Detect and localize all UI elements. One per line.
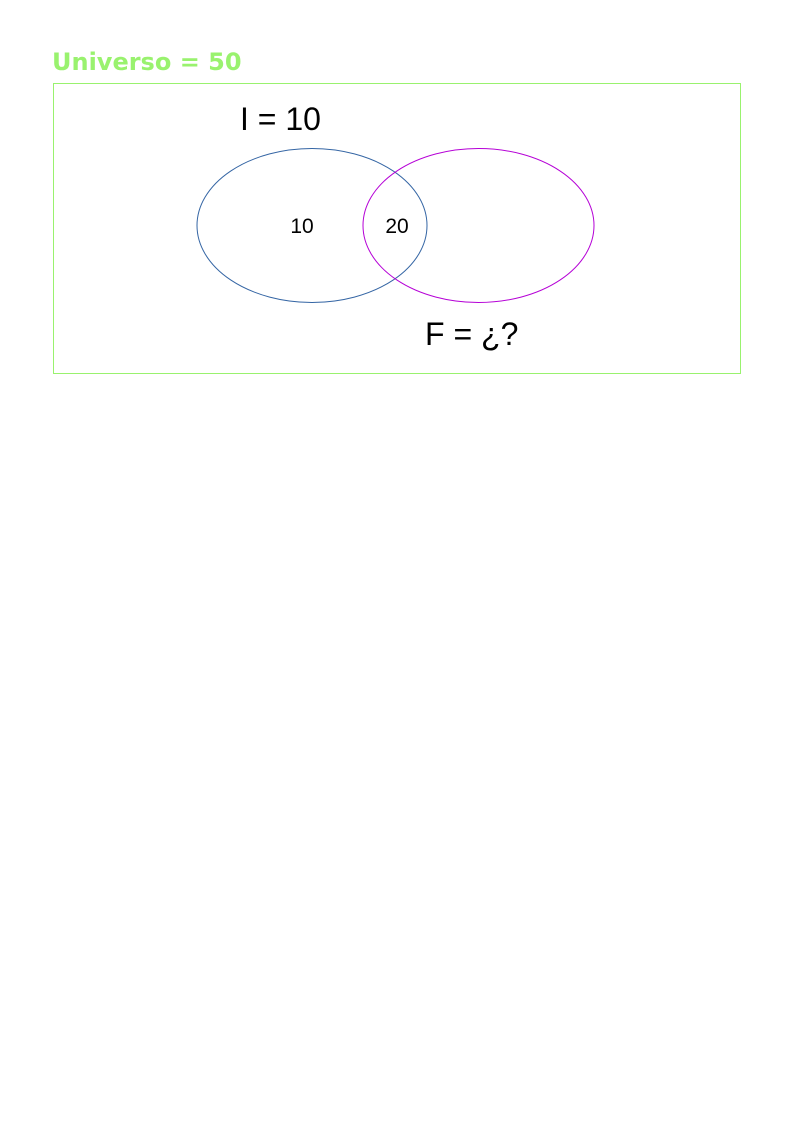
universe-title: Universo = 50: [52, 48, 242, 76]
universe-rectangle: [53, 83, 741, 374]
set-f-label: F = ¿?: [425, 316, 518, 352]
set-i-ellipse: [196, 148, 428, 303]
region-intersection-value: 20: [385, 215, 408, 238]
set-i-label: I = 10: [240, 101, 321, 137]
region-only-i-value: 10: [290, 215, 313, 238]
set-f-ellipse: [362, 148, 595, 303]
